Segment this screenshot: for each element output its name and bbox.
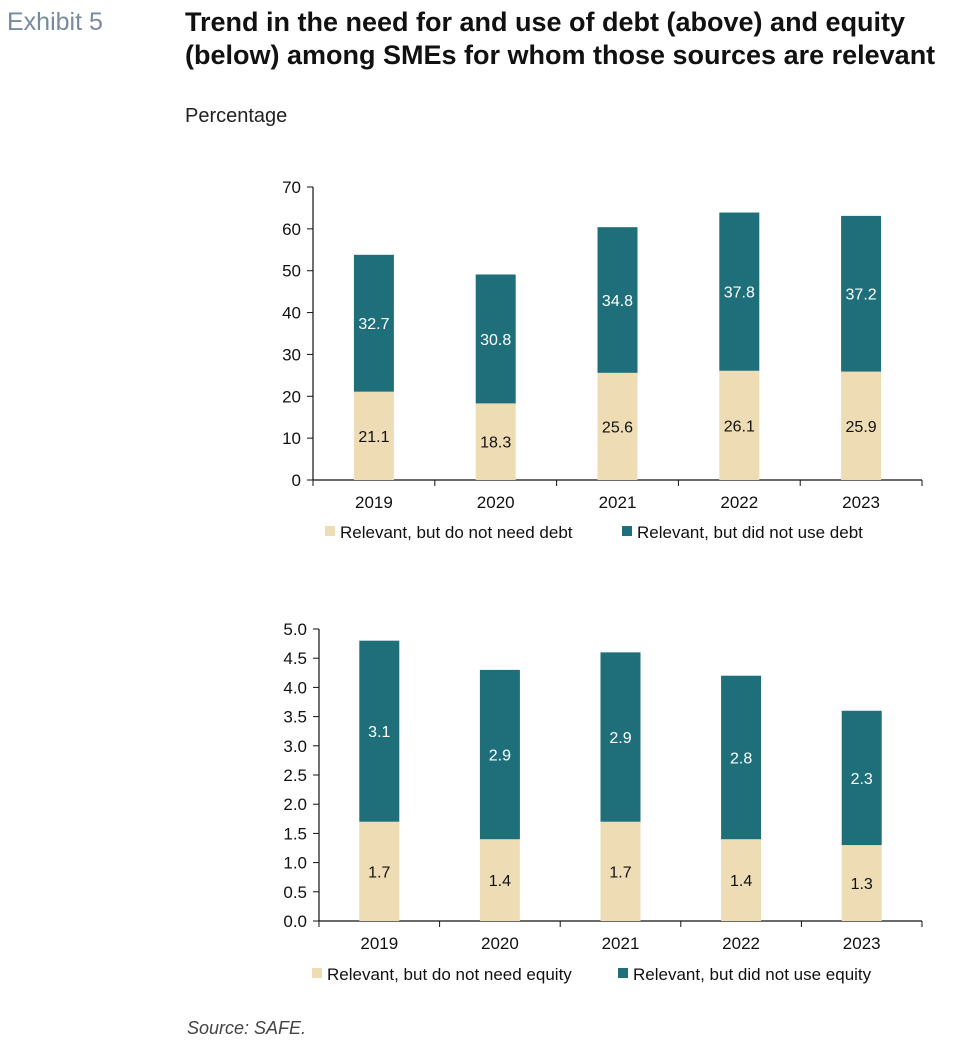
- equity-bar-not-need: [721, 839, 762, 921]
- debt-legend-swatch: [622, 526, 632, 536]
- exhibit-number: Exhibit 5: [7, 8, 103, 36]
- debt-data-label: 37.2: [846, 287, 877, 304]
- equity-bar-not-use: [841, 710, 882, 846]
- debt-x-tick-label: 2020: [477, 493, 515, 512]
- debt-data-label: 18.3: [480, 435, 511, 452]
- equity-legend-label: Relevant, but did not use equity: [633, 965, 872, 984]
- debt-bar-not-use: [597, 227, 638, 373]
- equity-legend-swatch: [312, 968, 322, 978]
- equity-legend-label: Relevant, but do not need equity: [327, 965, 572, 984]
- debt-y-tick-label: 70: [282, 178, 301, 197]
- equity-bar-not-use: [479, 669, 520, 840]
- debt-stacked-bar-chart: 0 10 20 30 40 50 60 70 21.1 32.7 2019 18.3 30.8 2020 2…: [282, 178, 923, 542]
- equity-data-label: 1.7: [609, 864, 631, 881]
- equity-data-label: 1.3: [851, 876, 873, 893]
- equity-x-tick-label: 2020: [481, 934, 519, 953]
- debt-data-label: 34.8: [602, 293, 633, 310]
- equity-bar-not-use: [600, 652, 641, 822]
- debt-bar-not-need: [475, 403, 516, 480]
- debt-bar-not-use: [719, 212, 760, 371]
- debt-bar-not-use: [353, 254, 394, 392]
- equity-bar-not-use: [721, 675, 762, 840]
- equity-y-tick-label: 2.5: [283, 766, 307, 785]
- equity-y-tick-label: 3.5: [283, 708, 307, 727]
- debt-bar-not-need: [719, 370, 760, 480]
- equity-y-tick-label: 4.5: [283, 649, 307, 668]
- debt-x-tick-label: 2022: [720, 493, 758, 512]
- equity-bar-not-use: [359, 640, 400, 822]
- equity-data-label: 2.8: [730, 750, 752, 767]
- debt-x-tick-label: 2021: [599, 493, 637, 512]
- debt-y-tick-label: 20: [282, 387, 301, 406]
- debt-y-tick-label: 40: [282, 304, 301, 323]
- source-note: Source: SAFE.: [187, 1018, 307, 1038]
- equity-y-tick-label: 0.0: [283, 912, 307, 931]
- debt-bar-not-need: [841, 371, 882, 480]
- debt-y-tick-label: 50: [282, 262, 301, 281]
- equity-y-tick-label: 0.5: [283, 883, 307, 902]
- debt-data-label: 25.6: [602, 419, 633, 436]
- debt-y-tick-label: 30: [282, 345, 301, 364]
- debt-data-label: 21.1: [358, 429, 389, 446]
- equity-data-label: 1.4: [730, 873, 752, 890]
- equity-x-tick-label: 2022: [722, 934, 760, 953]
- equity-y-tick-label: 4.0: [283, 678, 307, 697]
- equity-x-tick-label: 2023: [843, 934, 881, 953]
- equity-legend-swatch: [618, 968, 628, 978]
- debt-data-label: 25.9: [846, 419, 877, 436]
- debt-legend-label: Relevant, but did not use debt: [637, 523, 863, 542]
- debt-x-tick-label: 2019: [355, 493, 393, 512]
- debt-legend-label: Relevant, but do not need debt: [340, 523, 573, 542]
- equity-y-tick-label: 5.0: [283, 620, 307, 639]
- equity-data-label: 2.9: [489, 748, 511, 765]
- equity-x-tick-label: 2021: [602, 934, 640, 953]
- debt-data-label: 30.8: [480, 332, 511, 349]
- debt-x-tick-label: 2023: [842, 493, 880, 512]
- debt-y-tick-label: 60: [282, 220, 301, 239]
- equity-y-tick-label: 2.0: [283, 795, 307, 814]
- debt-bar-not-need: [597, 372, 638, 480]
- equity-bar-not-need: [359, 821, 400, 921]
- equity-x-tick-label: 2019: [360, 934, 398, 953]
- equity-data-label: 2.3: [851, 771, 873, 788]
- page-title: Trend in the need for and use of debt (a…: [185, 7, 936, 70]
- debt-legend-swatch: [325, 526, 335, 536]
- debt-data-label: 26.1: [724, 418, 755, 435]
- y-unit-label: Percentage: [185, 105, 288, 127]
- equity-data-label: 3.1: [368, 724, 390, 741]
- debt-data-label: 32.7: [358, 316, 389, 333]
- equity-data-label: 2.9: [609, 730, 631, 747]
- debt-data-label: 37.8: [724, 285, 755, 302]
- equity-data-label: 1.7: [368, 864, 390, 881]
- equity-stacked-bar-chart: 0.0 0.5 1.0 1.5 2.0 2.5 3.0 3.5 4.0 4.5 5.0 1.7 3.1 2…: [283, 620, 923, 984]
- equity-y-tick-label: 1.0: [283, 854, 307, 873]
- equity-bar-not-need: [479, 839, 520, 921]
- debt-y-tick-label: 0: [292, 471, 301, 490]
- equity-bar-not-need: [841, 845, 882, 921]
- equity-data-label: 1.4: [489, 873, 511, 890]
- equity-y-tick-label: 1.5: [283, 824, 307, 843]
- debt-bar-not-use: [841, 215, 882, 372]
- equity-y-tick-label: 3.0: [283, 737, 307, 756]
- debt-bar-not-use: [475, 274, 516, 404]
- debt-bar-not-need: [353, 391, 394, 480]
- equity-bar-not-need: [600, 821, 641, 921]
- debt-y-tick-label: 10: [282, 429, 301, 448]
